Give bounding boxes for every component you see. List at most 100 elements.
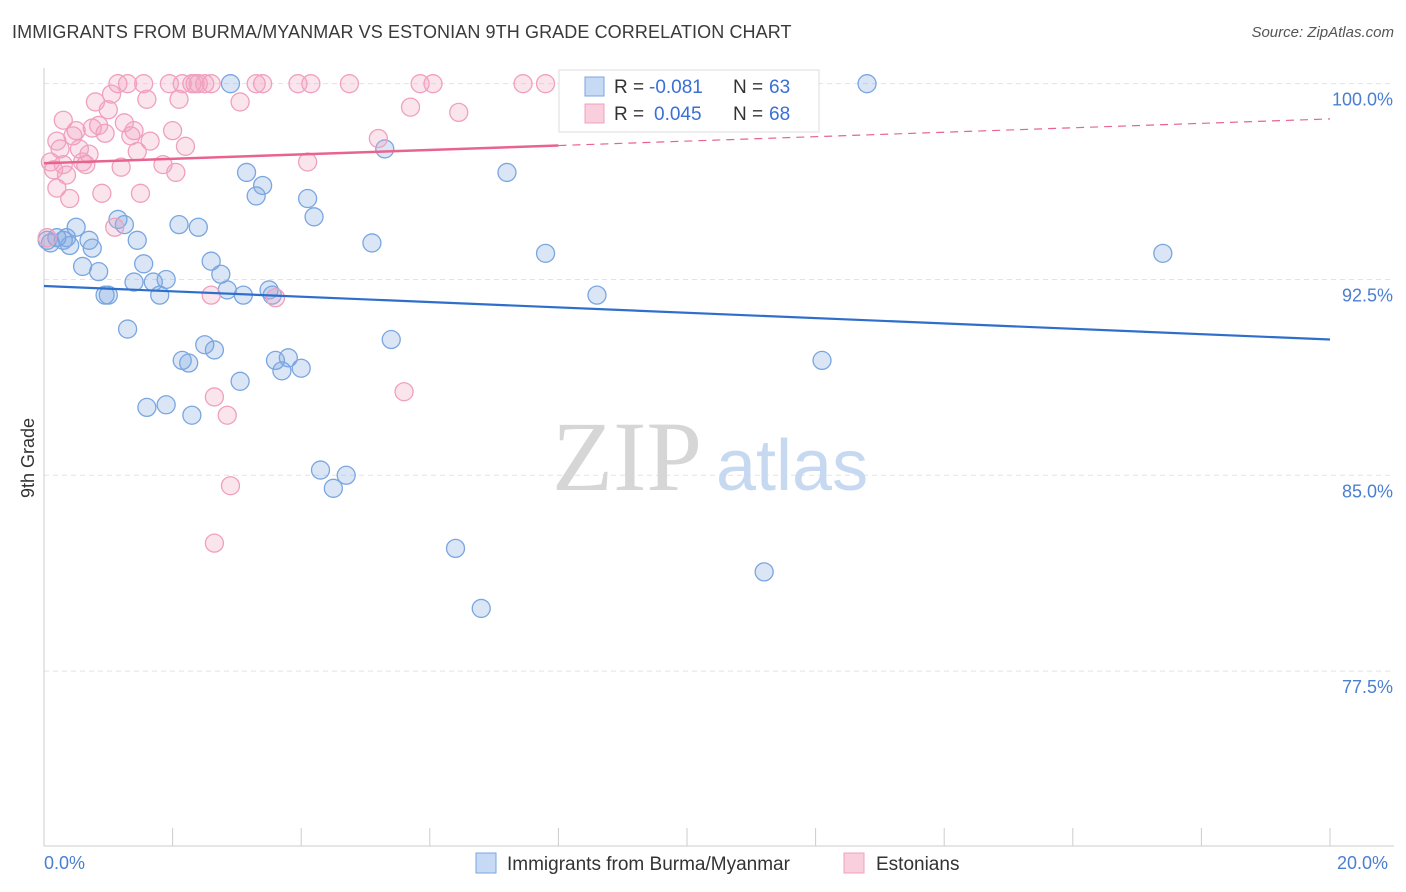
- point-estonians: [449, 102, 469, 123]
- point-estonians: [535, 74, 556, 94]
- y-tick-label: 85.0%: [1342, 481, 1393, 501]
- point-estonians: [98, 100, 118, 120]
- point-burma: [89, 261, 109, 282]
- y-tick-label: 92.5%: [1342, 285, 1393, 305]
- point-burma: [754, 562, 774, 582]
- point-burma: [246, 186, 266, 206]
- bottom-legend-swatch-estonians: [843, 852, 865, 874]
- point-estonians: [166, 162, 186, 183]
- watermark-atlas: atlas: [716, 426, 868, 506]
- point-estonians: [53, 154, 73, 175]
- point-estonians: [204, 533, 225, 553]
- point-estonians: [230, 92, 250, 112]
- legend: R = -0.081 N = 63 R = 0.045 N = 68: [558, 69, 820, 133]
- bottom-legend-swatch-burma: [475, 852, 497, 874]
- legend-r-value-burma: -0.081: [649, 77, 703, 98]
- point-burma: [310, 460, 331, 480]
- point-estonians: [220, 476, 241, 496]
- point-estonians: [140, 131, 160, 151]
- point-estonians: [53, 110, 73, 130]
- point-estonians: [394, 382, 414, 402]
- chart-title: IMMIGRANTS FROM BURMA/MYANMAR VS ESTONIA…: [12, 22, 792, 42]
- point-burma: [812, 350, 832, 371]
- point-burma: [156, 395, 176, 415]
- legend-n-label-estonians: N =: [733, 104, 763, 125]
- point-burma: [304, 207, 324, 227]
- point-burma: [336, 465, 356, 485]
- x-tick-label-min: 0.0%: [44, 853, 85, 873]
- legend-swatch-estonians: [584, 103, 605, 124]
- point-burma: [117, 319, 138, 339]
- point-estonians: [47, 178, 67, 198]
- point-estonians: [76, 154, 96, 175]
- point-burma: [182, 405, 202, 425]
- point-burma: [297, 188, 318, 209]
- point-burma: [291, 358, 311, 378]
- point-estonians: [339, 74, 360, 94]
- point-burma: [217, 280, 237, 300]
- trend-line-burma: [43, 284, 1331, 341]
- legend-n-value-estonians: 68: [769, 104, 790, 125]
- point-burma: [137, 397, 157, 418]
- point-estonians: [137, 89, 157, 109]
- point-burma: [587, 285, 607, 305]
- point-estonians: [66, 121, 86, 141]
- point-burma: [60, 235, 80, 256]
- trend-lines: [43, 118, 1331, 341]
- legend-r-label-estonians: R =: [614, 104, 644, 125]
- point-burma: [82, 238, 102, 258]
- point-estonians: [423, 74, 443, 94]
- point-burma: [236, 162, 257, 183]
- point-burma: [53, 230, 73, 250]
- point-estonians: [60, 188, 80, 209]
- legend-r-label-burma: R =: [614, 77, 644, 98]
- x-ticks: [43, 828, 1331, 846]
- point-estonians: [95, 123, 115, 143]
- trend-line-estonians-dashed: [558, 118, 1331, 147]
- point-estonians: [134, 74, 154, 94]
- y-tick-label: 100.0%: [1332, 90, 1393, 110]
- point-burma: [375, 139, 395, 159]
- point-burma: [497, 162, 517, 183]
- point-burma: [857, 74, 877, 94]
- point-estonians: [513, 74, 533, 94]
- point-burma: [381, 329, 401, 350]
- point-estonians: [175, 136, 196, 156]
- point-burma: [134, 254, 154, 274]
- series-estonians-points: [37, 74, 556, 553]
- legend-r-value-estonians: 0.045: [654, 104, 702, 125]
- point-estonians: [368, 128, 389, 149]
- point-burma: [72, 256, 93, 277]
- x-tick-label-max: 20.0%: [1337, 853, 1388, 873]
- point-burma: [127, 230, 147, 250]
- point-burma: [220, 74, 241, 94]
- y-tick-label: 77.5%: [1342, 677, 1393, 697]
- point-burma: [188, 217, 208, 237]
- point-estonians: [56, 165, 77, 185]
- point-estonians: [101, 84, 122, 104]
- axes: [43, 68, 1394, 847]
- legend-n-label-burma: N =: [733, 77, 763, 98]
- point-burma: [124, 272, 144, 292]
- bottom-legend: Immigrants from Burma/Myanmar Estonians: [475, 852, 959, 875]
- gridlines: [44, 83, 1394, 672]
- legend-n-value-burma: 63: [769, 77, 790, 98]
- point-estonians: [130, 183, 151, 203]
- point-estonians: [252, 74, 273, 94]
- bottom-legend-label-estonians: Estonians: [876, 854, 959, 875]
- watermark-zip: ZIP: [552, 401, 702, 512]
- point-estonians: [301, 74, 321, 94]
- point-estonians: [111, 157, 131, 177]
- point-burma: [230, 371, 250, 391]
- bottom-legend-label-burma: Immigrants from Burma/Myanmar: [507, 854, 791, 875]
- point-estonians: [124, 121, 144, 141]
- point-estonians: [217, 405, 237, 425]
- point-burma: [204, 340, 225, 360]
- chart-source: Source: ZipAtlas.com: [1251, 24, 1394, 41]
- point-burma: [195, 335, 215, 355]
- point-estonians: [201, 285, 221, 305]
- point-estonians: [400, 97, 421, 117]
- point-estonians: [37, 228, 57, 248]
- point-burma: [471, 598, 491, 619]
- point-burma: [169, 214, 189, 235]
